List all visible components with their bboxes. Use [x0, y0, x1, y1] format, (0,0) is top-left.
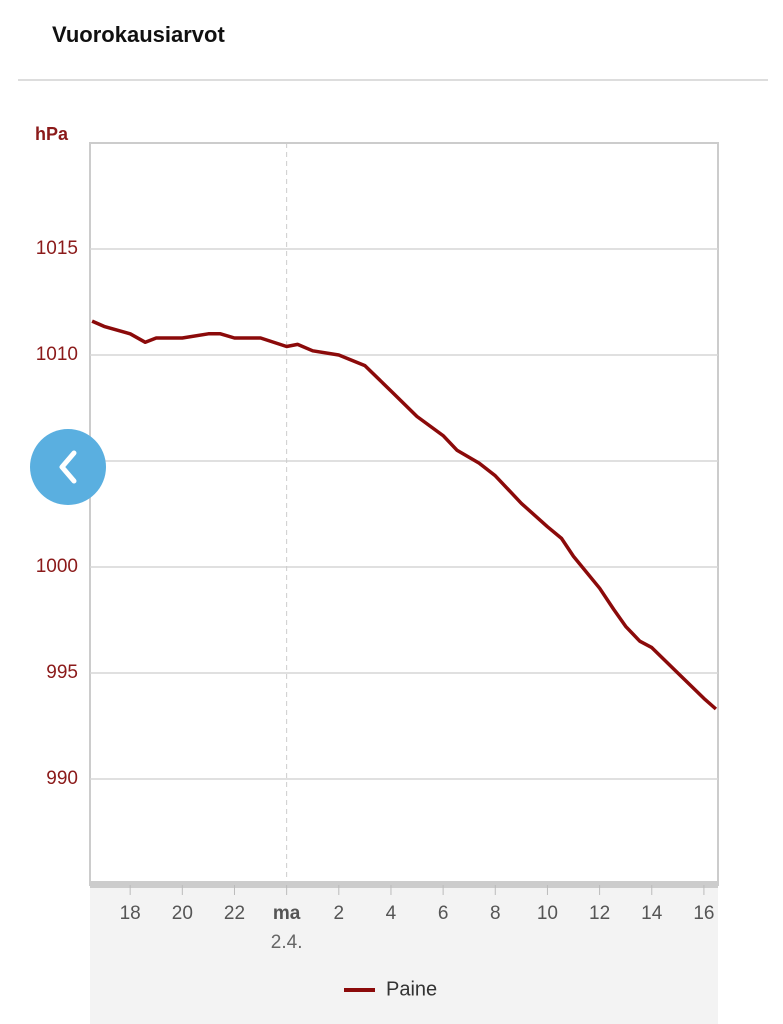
- x-date-label: 2.4.: [271, 932, 303, 953]
- plot-area: [89, 142, 719, 886]
- y-axis-label: hPa: [35, 124, 69, 144]
- x-tick-label: 4: [386, 903, 397, 924]
- back-button[interactable]: [30, 429, 106, 505]
- x-axis-area: [90, 885, 718, 1024]
- x-tick-label: 12: [589, 903, 610, 924]
- x-tick-label: 22: [224, 903, 245, 924]
- x-tick-label: ma: [273, 903, 301, 924]
- y-tick-label: 1000: [36, 556, 78, 577]
- x-tick-label: 16: [693, 903, 714, 924]
- x-tick-label: 18: [120, 903, 141, 924]
- legend-label: Paine: [386, 978, 437, 1000]
- back-icon: [59, 450, 77, 484]
- line: [91, 319, 718, 711]
- x-tick-label: 8: [490, 903, 501, 924]
- separator: [18, 79, 768, 81]
- y-tick-label: 990: [46, 768, 78, 789]
- x-axis-bar: [90, 881, 718, 888]
- chevron: [59, 450, 77, 484]
- y-tick-label: 1010: [36, 344, 78, 365]
- x-tick-label: 10: [537, 903, 558, 924]
- x-tick-label: 2: [334, 903, 345, 924]
- x-tick-label: 20: [172, 903, 193, 924]
- page-title: Vuorokausiarvot: [52, 22, 225, 47]
- y-tick-label: 995: [46, 662, 78, 683]
- y-tick-label: 1015: [36, 238, 78, 259]
- x-tick-label: 6: [438, 903, 449, 924]
- x-tick-label: 14: [641, 903, 663, 924]
